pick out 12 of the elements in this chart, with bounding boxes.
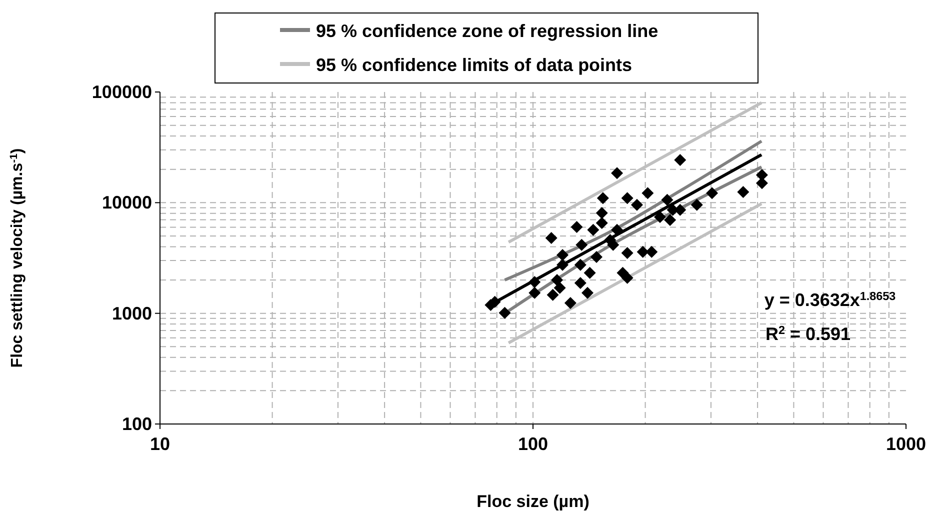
legend-label: 95 % confidence zone of regression line xyxy=(316,21,658,41)
annotation: y = 0.3632x$^{1.8653}$ xyxy=(764,290,896,310)
y-tick-label: 100000 xyxy=(92,82,152,102)
y-tick-label: 10000 xyxy=(102,192,152,213)
annotation: R$^{2}$ = 0.591 xyxy=(765,324,851,344)
x-tick-label: 100 xyxy=(518,434,548,454)
x-tick-label: 1000 xyxy=(886,434,926,454)
x-axis-title: Floc size (µm) xyxy=(476,492,590,511)
legend-label: 95 % confidence limits of data points xyxy=(316,55,632,75)
x-tick-label: 10 xyxy=(150,434,170,454)
y-tick-label: 1000 xyxy=(112,303,152,324)
y-tick-label: 100 xyxy=(122,414,152,434)
